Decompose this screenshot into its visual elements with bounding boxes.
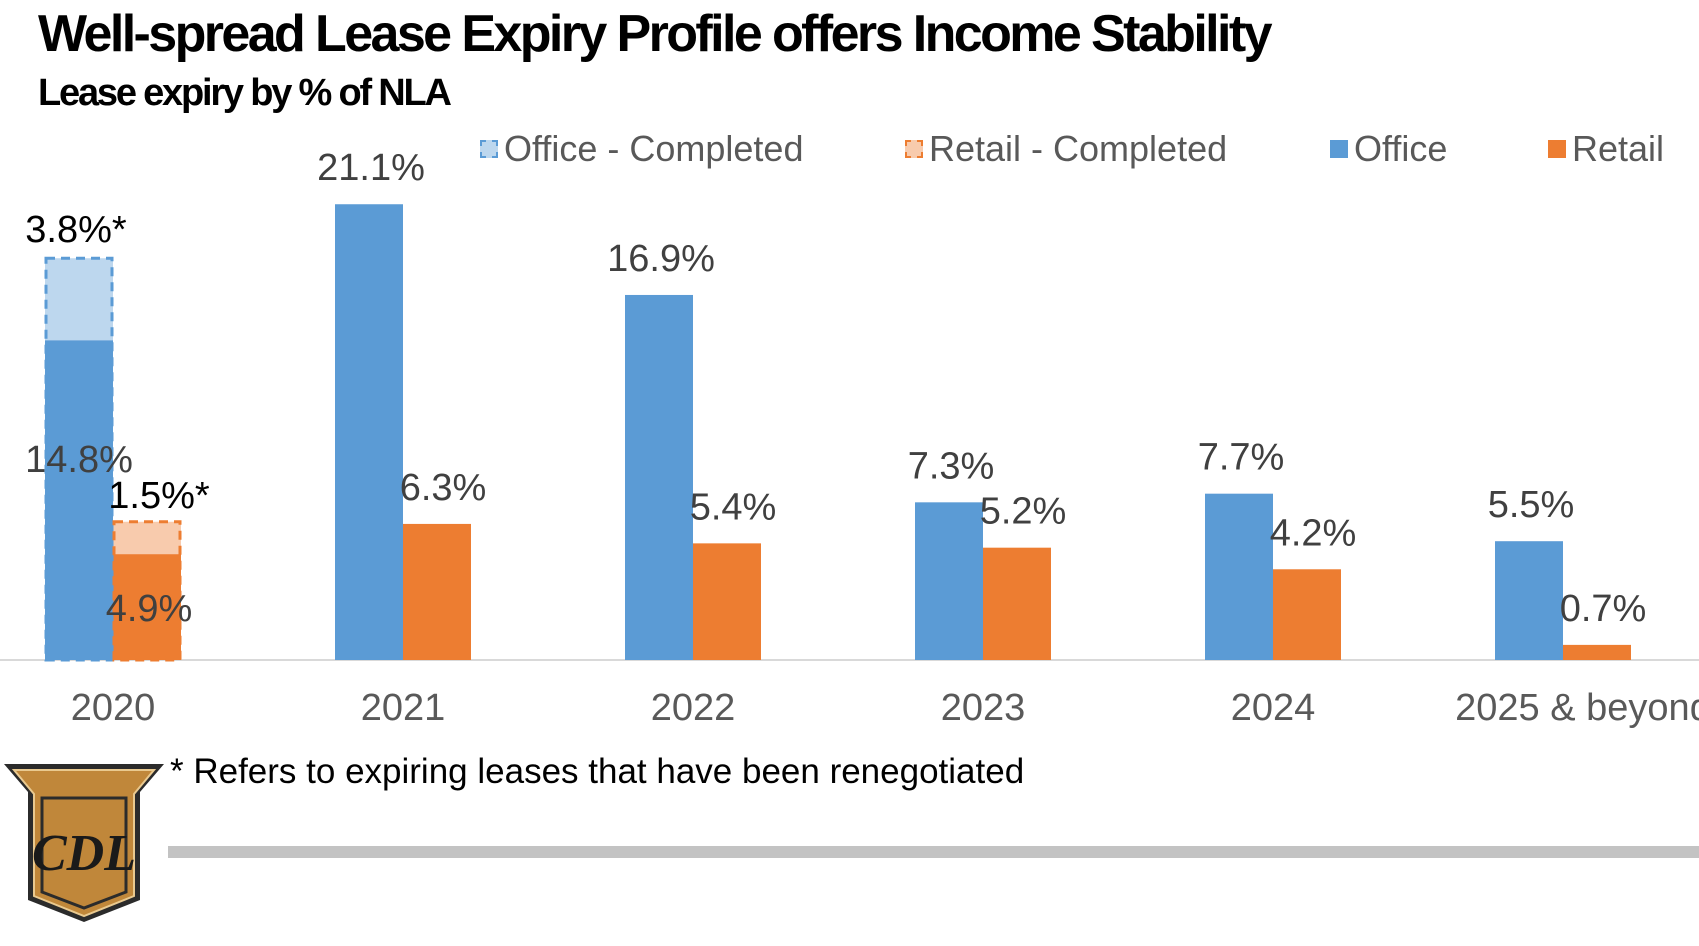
legend-label-office: Office	[1354, 128, 1448, 169]
bar-retail-2024	[1273, 569, 1341, 660]
x-tick-label-4: 2024	[1231, 687, 1316, 729]
data-label-retail-2020: 4.9%	[106, 588, 193, 630]
bar-office-2021	[335, 204, 403, 661]
bar-office-completed-2020	[45, 258, 113, 341]
x-tick-label-1: 2021	[361, 687, 446, 729]
bar-retail-2022	[693, 543, 761, 660]
data-label-retail-completed-2020: 1.5%*	[108, 475, 210, 517]
legend-swatch-retail-icon	[1548, 140, 1566, 158]
bar-retail-2020	[113, 554, 181, 660]
legend-retail-completed: Retail - Completed	[905, 128, 1227, 170]
legend-office-completed: Office - Completed	[480, 128, 803, 170]
bar-office-2024	[1205, 493, 1273, 660]
page-title: Well-spread Lease Expiry Profile offers …	[38, 5, 1273, 63]
lease-expiry-chart: 3.8%* 14.8%1.5%* 4.9% 2020 21.1% 6.3% 2021 16.9…	[0, 147, 1699, 729]
data-label-retail-2025 & beyond: 0.7%	[1560, 588, 1647, 630]
legend-swatch-retail-completed-icon	[905, 140, 923, 158]
data-label-retail-2023: 5.2%	[980, 491, 1067, 533]
cdl-crest-logo: CDL	[4, 764, 164, 922]
chart-subtitle: Lease expiry by % of NLA	[38, 72, 452, 114]
bar-retail-completed-2020	[113, 521, 181, 555]
bar-retail-2021	[403, 523, 471, 660]
x-tick-label-3: 2023	[941, 687, 1026, 729]
data-label-retail-2022: 5.4%	[690, 486, 777, 528]
bar-retail-2025 & beyond	[1563, 644, 1631, 660]
data-label-office-2021: 21.1%	[317, 147, 425, 189]
x-tick-label-5: 2025 & beyond	[1455, 687, 1699, 729]
legend-office: Office	[1330, 128, 1447, 170]
data-label-retail-2021: 6.3%	[400, 467, 487, 509]
divider-rule	[168, 846, 1699, 858]
legend-label-retail: Retail	[1572, 128, 1665, 169]
bar-retail-completed-outline-2020	[112, 520, 182, 662]
data-label-office-2025 & beyond: 5.5%	[1488, 484, 1575, 526]
bar-retail-2023	[983, 547, 1051, 660]
legend-retail: Retail	[1548, 128, 1664, 170]
legend-swatch-office-icon	[1330, 140, 1348, 158]
bar-office-2025 & beyond	[1495, 541, 1563, 660]
bar-office-2020	[45, 340, 113, 660]
logo-lettering: CDL	[32, 825, 136, 882]
data-label-office-completed-2020: 3.8%*	[25, 209, 127, 251]
legend-label-office-completed: Office - Completed	[504, 128, 804, 169]
bar-office-2023	[915, 502, 983, 660]
legend-swatch-office-completed-icon	[480, 140, 498, 158]
data-label-retail-2024: 4.2%	[1270, 512, 1357, 554]
bar-office-completed-outline-2020	[44, 256, 114, 662]
x-tick-label-2: 2022	[651, 687, 736, 729]
data-label-office-2022: 16.9%	[607, 238, 715, 280]
legend-label-retail-completed: Retail - Completed	[929, 128, 1228, 169]
data-label-office-2020: 14.8%	[25, 439, 133, 481]
data-label-office-2023: 7.3%	[908, 445, 995, 487]
footnote: * Refers to expiring leases that have be…	[170, 752, 1025, 791]
bar-office-2022	[625, 294, 693, 660]
data-label-office-2024: 7.7%	[1198, 437, 1285, 479]
x-tick-label-0: 2020	[71, 687, 156, 729]
